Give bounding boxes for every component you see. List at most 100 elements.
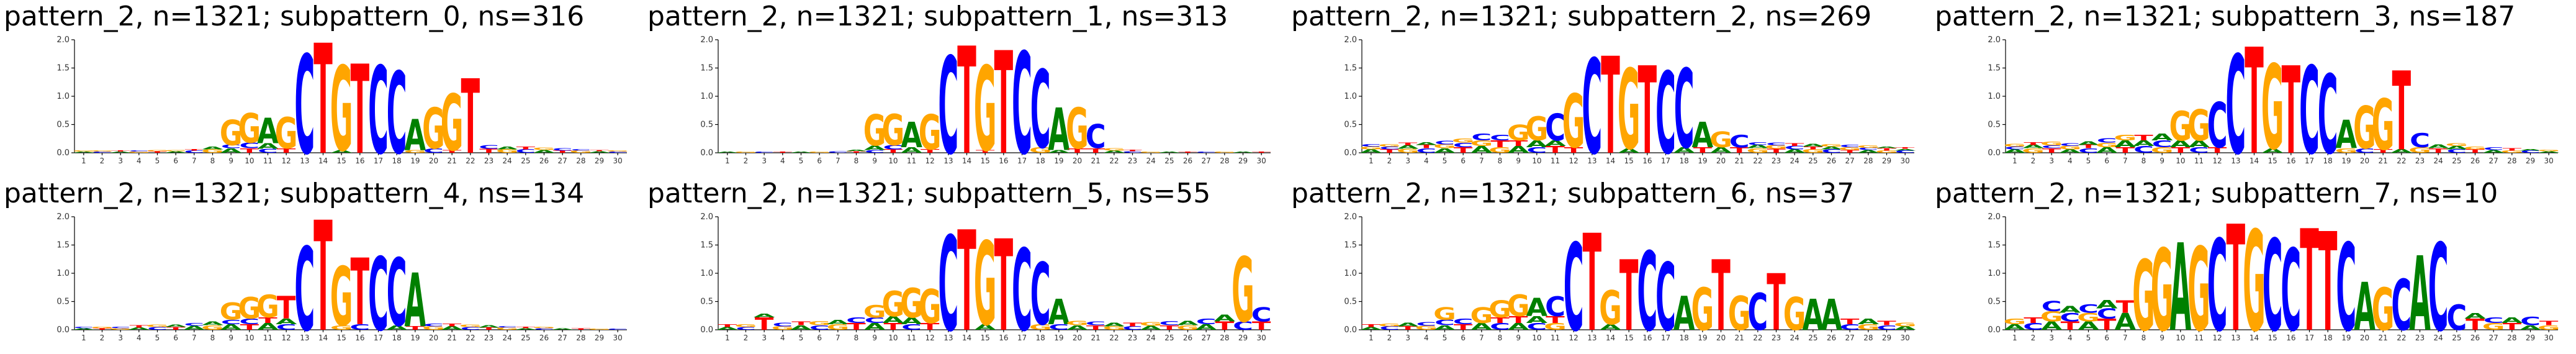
logo-letter-C: C — [1086, 119, 1106, 156]
svg-text:C: C — [754, 152, 775, 153]
x-tick-label: 19 — [2341, 334, 2351, 342]
svg-text:C: C — [2097, 306, 2117, 322]
logo-letter-A: A — [73, 328, 95, 330]
logo-letter-T: T — [461, 59, 480, 178]
x-tick-label: 5 — [799, 334, 804, 342]
logo-letter-G: G — [2022, 147, 2045, 155]
x-tick-label: 12 — [2213, 334, 2222, 342]
svg-text:G: G — [330, 250, 353, 345]
svg-text:G: G — [1839, 147, 1862, 151]
logo-letter-G: G — [881, 284, 904, 324]
x-tick-label: 17 — [374, 334, 383, 342]
svg-text:T: T — [1086, 324, 1106, 332]
x-tick-label: 27 — [558, 334, 567, 342]
logo-letter-C: C — [2097, 137, 2117, 144]
svg-text:T: T — [1178, 152, 1197, 153]
svg-text:G: G — [146, 150, 169, 152]
logo-letter-A: A — [165, 324, 187, 328]
logo-letter-A: A — [1692, 115, 1714, 155]
svg-text:T: T — [1252, 319, 1271, 333]
logo-letter-C: C — [2078, 302, 2099, 316]
logo-letter-C: C — [1766, 142, 1786, 146]
logo-letter-A: A — [1894, 148, 1916, 151]
logo-letter-T: T — [2024, 141, 2043, 145]
svg-text:G: G — [1066, 96, 1089, 161]
x-tick-label: 5 — [155, 334, 160, 342]
logo-letter-A: A — [276, 317, 297, 326]
svg-text:C: C — [2410, 130, 2430, 152]
logo-letter-G: G — [2040, 309, 2063, 325]
x-tick-label: 4 — [2068, 157, 2073, 165]
x-tick-label: 6 — [2104, 157, 2109, 165]
svg-text:A: A — [1066, 324, 1088, 332]
x-tick-label: 8 — [1498, 334, 1503, 342]
logo-letter-G: G — [863, 106, 886, 156]
svg-text:C: C — [349, 323, 370, 332]
logo-panel-3: 0.0 0.5 1.0 1.5 2.0 1 2 3 4 5 6 7 8 9 10 11 12 13 14 15 16 17… — [1931, 0, 2575, 188]
svg-text:G: G — [881, 105, 904, 155]
svg-text:T: T — [884, 148, 903, 154]
x-tick-label: 12 — [925, 157, 935, 165]
logo-letter-C: C — [1453, 142, 1474, 149]
logo-svg-0: 0.00.51.01.52.01 2 3 4 5 6 7 8 9 10 11 12 13 14 15 16 17… — [56, 14, 629, 189]
x-tick-label: 28 — [1220, 334, 1229, 342]
panel-title: pattern_2, n=1321; subpattern_1, ns=313 — [647, 1, 1228, 32]
svg-text:A: A — [1803, 143, 1824, 147]
svg-text:G: G — [275, 109, 298, 159]
logo-letter-C: C — [1840, 144, 1860, 148]
logo-letter-C: C — [534, 328, 554, 330]
x-tick-label: 5 — [2086, 157, 2091, 165]
logo-letter-A: A — [1710, 146, 1732, 155]
svg-text:A: A — [2115, 309, 2137, 336]
logo-letter-C: C — [1545, 107, 1565, 150]
svg-text:G: G — [72, 150, 95, 152]
x-tick-label: 11 — [1551, 157, 1560, 165]
logo-letter-A: A — [184, 325, 205, 331]
svg-text:G: G — [2169, 104, 2192, 151]
logo-letter-A: A — [717, 152, 739, 153]
svg-text:A: A — [533, 149, 555, 153]
svg-text:G: G — [459, 324, 482, 328]
logo-letter-A: A — [2170, 219, 2192, 354]
svg-text:A: A — [276, 317, 297, 326]
svg-text:T: T — [2503, 321, 2522, 332]
x-tick-label: 7 — [1479, 334, 1484, 342]
x-tick-label: 21 — [2379, 157, 2388, 165]
x-tick-label: 16 — [2286, 334, 2295, 342]
svg-text:C: C — [2042, 145, 2062, 149]
logo-letter-T: T — [1398, 325, 1418, 331]
svg-text:A: A — [2336, 112, 2358, 157]
svg-text:C: C — [1526, 146, 1547, 155]
logo-letter-A: A — [883, 314, 904, 325]
logo-letter-A: A — [478, 325, 500, 329]
svg-text:C: C — [276, 323, 297, 332]
x-tick-label: 19 — [2341, 157, 2351, 165]
logo-letter-G: G — [1875, 150, 1898, 153]
svg-text:T: T — [791, 321, 811, 327]
y-tick-label: 1.5 — [1344, 241, 1357, 250]
logo-letter-G: G — [1378, 323, 1401, 327]
svg-text:A: A — [2041, 319, 2063, 333]
x-tick-label: 27 — [2489, 157, 2498, 165]
logo-letter-C: C — [1048, 323, 1069, 332]
logo-letter-C: C — [1416, 322, 1436, 327]
y-tick-label: 1.0 — [56, 92, 70, 101]
logo-letter-C: C — [2336, 219, 2356, 354]
x-tick-label: 26 — [539, 157, 549, 165]
logo-letter-A: A — [2096, 146, 2118, 155]
logo-letter-C: C — [2023, 321, 2043, 332]
logo-letter-G: G — [2372, 86, 2395, 166]
logo-letter-A: A — [2170, 138, 2192, 149]
logo-letter-T: T — [2466, 315, 2485, 334]
svg-text:C: C — [1086, 321, 1106, 327]
svg-text:C: C — [2023, 321, 2043, 332]
svg-text:A: A — [901, 115, 922, 155]
logo-panel-2: 0.0 0.5 1.0 1.5 2.0 1 2 3 4 5 6 7 8 9 10 11 12 13 14 15 16 17… — [1287, 0, 1931, 184]
svg-text:T: T — [443, 323, 462, 327]
logo-letter-T: T — [166, 326, 186, 330]
svg-text:C: C — [147, 326, 168, 330]
svg-text:C: C — [184, 322, 204, 327]
svg-text:A: A — [1397, 322, 1419, 328]
svg-text:A: A — [515, 328, 537, 330]
y-tick-label: 0.5 — [1988, 120, 2001, 130]
